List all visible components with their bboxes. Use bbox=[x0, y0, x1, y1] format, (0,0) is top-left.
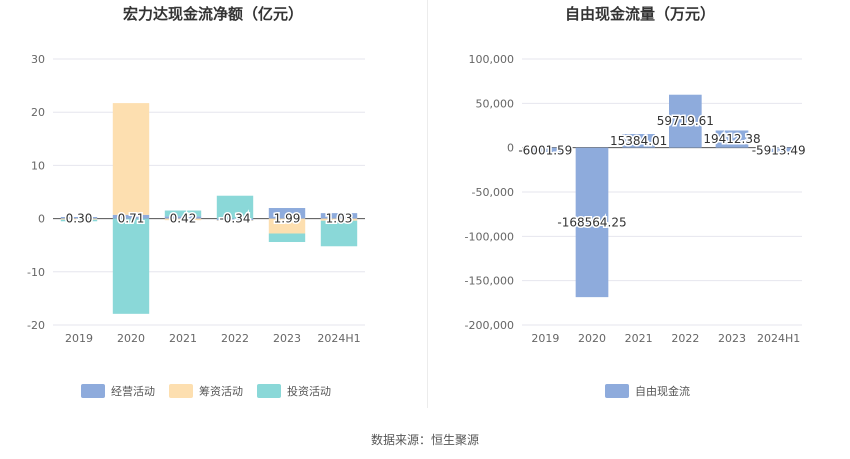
data-label: 59719.61 bbox=[657, 114, 714, 128]
bar-自由现金流 bbox=[529, 147, 562, 153]
cash-flow-net-chart: 宏力达现金流净额（亿元） -20 -10 0 10 20 30 0.30 0.71 0.42 -… bbox=[27, 5, 365, 398]
bar-自由现金流 bbox=[669, 94, 702, 148]
bar-经营活动 bbox=[268, 208, 306, 219]
data-label: 19412.38 bbox=[703, 132, 760, 146]
legend-swatch bbox=[257, 384, 281, 398]
x-tick-label: 2019 bbox=[531, 332, 559, 345]
bar-投资活动 bbox=[60, 219, 98, 222]
x-tick-label: 2023 bbox=[718, 332, 746, 345]
legend-label: 投资活动 bbox=[287, 384, 331, 398]
y-tick-label: 20 bbox=[31, 106, 45, 119]
x-tick-label: 2021 bbox=[169, 332, 197, 345]
y-tick-label: -10 bbox=[27, 266, 45, 279]
data-label: 0.71 bbox=[118, 212, 145, 226]
data-label: 15384.01 bbox=[610, 134, 667, 148]
legend-label: 筹资活动 bbox=[199, 384, 243, 398]
y-tick-label: -100,000 bbox=[465, 230, 514, 243]
bar-自由现金流 bbox=[575, 147, 609, 298]
data-label: 1.99 bbox=[274, 212, 301, 226]
bar-投资活动 bbox=[164, 210, 202, 217]
legend-swatch bbox=[605, 384, 629, 398]
x-tick-label: 2023 bbox=[273, 332, 301, 345]
x-tick-label: 2022 bbox=[221, 332, 249, 345]
bar-自由现金流 bbox=[622, 134, 655, 148]
bar-自由现金流 bbox=[762, 147, 795, 153]
chart-divider bbox=[427, 0, 428, 408]
x-tick-label: 2022 bbox=[671, 332, 699, 345]
x-tick-label: 2020 bbox=[578, 332, 606, 345]
bar-经营活动 bbox=[164, 216, 202, 219]
chart-title: 宏力达现金流净额（亿元） bbox=[123, 5, 303, 23]
y-tick-label: -50,000 bbox=[472, 186, 514, 199]
free-cash-flow-chart: 自由现金流量（万元） -200,000 -150,000 -100,000 -50,0… bbox=[465, 5, 807, 398]
x-tick-label: 2024H1 bbox=[757, 332, 800, 345]
y-tick-label: 10 bbox=[31, 159, 45, 172]
y-tick-label: 50,000 bbox=[476, 97, 515, 110]
bar-投资活动 bbox=[112, 218, 150, 314]
legend-swatch bbox=[169, 384, 193, 398]
bar-经营活动 bbox=[112, 214, 150, 219]
bar-投资活动 bbox=[268, 233, 306, 243]
bar-经营活动 bbox=[60, 217, 98, 219]
y-tick-label: 100,000 bbox=[469, 53, 515, 66]
data-label: -6001.59 bbox=[518, 143, 572, 157]
bar-筹资活动 bbox=[60, 218, 98, 220]
y-tick-label: 30 bbox=[31, 53, 45, 66]
legend-label: 经营活动 bbox=[111, 384, 155, 398]
legend-label: 自由现金流 bbox=[635, 384, 690, 398]
data-label: -168564.25 bbox=[557, 215, 626, 229]
bar-自由现金流 bbox=[715, 130, 749, 148]
y-tick-label: -150,000 bbox=[465, 275, 514, 288]
bar-筹资活动 bbox=[112, 103, 150, 215]
data-label: 1.03 bbox=[326, 212, 353, 226]
data-label: 0.30 bbox=[66, 212, 93, 226]
bar-投资活动 bbox=[320, 220, 358, 247]
legend-swatch bbox=[81, 384, 105, 398]
y-tick-label: -200,000 bbox=[465, 319, 514, 332]
x-tick-label: 2024H1 bbox=[317, 332, 360, 345]
bar-筹资活动 bbox=[216, 220, 254, 221]
bar-筹资活动 bbox=[320, 218, 358, 221]
x-tick-label: 2020 bbox=[117, 332, 145, 345]
data-label: 0.42 bbox=[170, 212, 197, 226]
bar-筹资活动 bbox=[164, 218, 202, 221]
data-label: -5913.49 bbox=[752, 143, 806, 157]
chart-title: 自由现金流量（万元） bbox=[565, 5, 715, 23]
data-label: -0.34 bbox=[219, 212, 250, 226]
bar-筹资活动 bbox=[268, 218, 306, 234]
x-tick-label: 2021 bbox=[625, 332, 653, 345]
y-tick-label: 0 bbox=[507, 142, 514, 155]
bar-经营活动 bbox=[216, 218, 254, 221]
bar-投资活动 bbox=[216, 195, 254, 219]
x-tick-label: 2019 bbox=[65, 332, 93, 345]
y-tick-label: -20 bbox=[27, 319, 45, 332]
data-source-note: 数据来源：恒生聚源 bbox=[370, 433, 479, 447]
y-tick-label: 0 bbox=[38, 213, 45, 226]
bar-经营活动 bbox=[320, 213, 358, 219]
